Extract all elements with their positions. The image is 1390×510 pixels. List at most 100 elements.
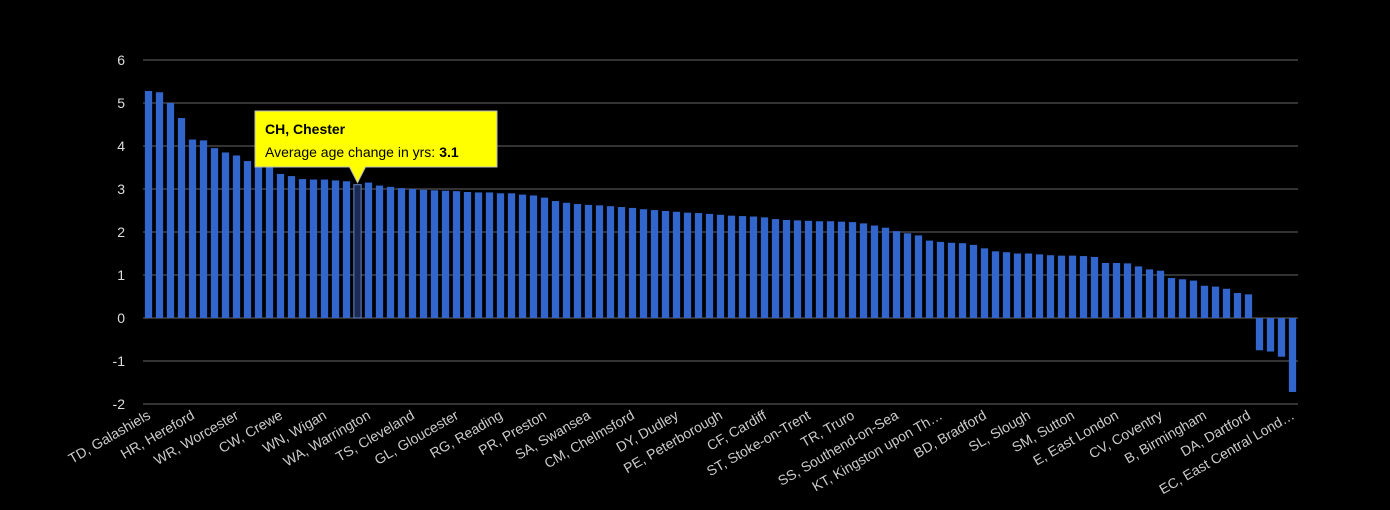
bar: [826, 221, 835, 318]
bar: [914, 235, 923, 318]
bar: [518, 194, 527, 318]
bar: [1123, 263, 1132, 318]
bar: [1002, 252, 1011, 318]
bar: [1189, 280, 1198, 318]
tooltip-value: 3.1: [439, 144, 459, 160]
bar: [144, 90, 153, 319]
bar: [166, 103, 175, 318]
bar: [452, 191, 461, 318]
bar: [628, 207, 637, 318]
bar: [1222, 288, 1231, 318]
bar: [738, 216, 747, 318]
bar: [199, 140, 208, 318]
bar: [771, 219, 780, 318]
bar: [1145, 269, 1154, 318]
bar: [441, 190, 450, 318]
bar: [540, 197, 549, 318]
y-tick-label: 4: [117, 138, 125, 154]
bar: [716, 214, 725, 318]
bar: [859, 223, 868, 318]
bar: [1233, 293, 1242, 318]
bar: [1101, 262, 1110, 318]
bar: [320, 179, 329, 318]
y-tick-label: 0: [117, 310, 125, 326]
bar: [881, 227, 890, 318]
bar: [617, 207, 626, 318]
bar: [298, 179, 307, 318]
y-tick-label: -2: [113, 396, 126, 412]
tooltip-title: CH, Chester: [265, 121, 346, 137]
bar: [342, 181, 351, 318]
bar: [606, 206, 615, 318]
bar: [661, 210, 670, 318]
bar: [595, 205, 604, 318]
bar: [749, 216, 758, 318]
bar: [221, 152, 230, 318]
bar: [705, 213, 714, 318]
bar: [650, 210, 659, 318]
bar: [1200, 285, 1209, 318]
bar: [463, 192, 472, 318]
bar: [1068, 255, 1077, 318]
bar: [980, 248, 989, 318]
bar: [287, 176, 296, 318]
bar: [672, 211, 681, 318]
bar: [496, 193, 505, 318]
bar: [243, 161, 252, 318]
bar: [1046, 255, 1055, 318]
bar: [353, 184, 362, 319]
bar: [760, 217, 769, 318]
y-tick-label: 5: [117, 95, 125, 111]
bar: [1013, 253, 1022, 318]
bar: [1178, 279, 1187, 318]
bar: [562, 202, 571, 318]
y-tick-label: 3: [117, 181, 125, 197]
bar: [804, 220, 813, 318]
bar: [1024, 253, 1033, 318]
bar: [969, 244, 978, 318]
bar: [936, 241, 945, 318]
bar: [694, 213, 703, 318]
bar: [1211, 286, 1220, 318]
bar: [870, 225, 879, 318]
bar: [727, 215, 736, 318]
bar: [793, 220, 802, 318]
tooltip-box: [254, 110, 498, 184]
bar: [430, 190, 439, 318]
bar: [1255, 318, 1264, 351]
bar: [331, 180, 340, 318]
bar: [1244, 294, 1253, 318]
bar: [1288, 318, 1297, 392]
bar: [364, 182, 373, 318]
tooltip: CH, Chester Average age change in yrs: 3.1: [254, 110, 498, 184]
bar: [309, 179, 318, 318]
bar: [1266, 318, 1275, 352]
bar: [375, 185, 384, 318]
y-tick-label: 2: [117, 224, 125, 240]
bar: [903, 233, 912, 318]
bar: [474, 192, 483, 318]
bar: [210, 148, 219, 318]
bar: [1079, 256, 1088, 318]
bar: [529, 195, 538, 318]
bar: [155, 92, 164, 318]
bar: [947, 242, 956, 318]
bar: [958, 243, 967, 318]
bar: [815, 221, 824, 318]
bar: [232, 155, 241, 318]
bar: [573, 204, 582, 318]
tooltip-label: Average age change in yrs:: [265, 144, 435, 160]
bar: [837, 221, 846, 318]
tooltip-text: Average age change in yrs: 3.1: [265, 144, 459, 160]
bar: [1167, 278, 1176, 318]
bar: [1090, 256, 1099, 318]
bar: [584, 204, 593, 318]
bar: [848, 222, 857, 318]
bar: [1057, 255, 1066, 318]
y-tick-label: 1: [117, 267, 125, 283]
bar: [419, 189, 428, 318]
bar: [782, 219, 791, 318]
bar: [1112, 262, 1121, 318]
bar: [265, 167, 274, 318]
